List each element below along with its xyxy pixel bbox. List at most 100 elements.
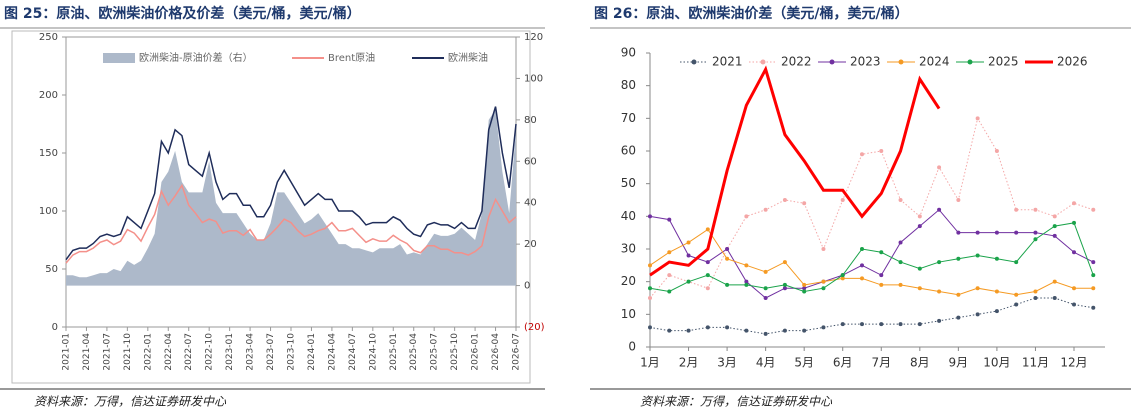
price-line (65, 183, 517, 264)
year-line (649, 209, 1094, 299)
year-marker (937, 289, 942, 294)
year-marker (975, 253, 980, 258)
legend-label: 2022 (781, 55, 812, 69)
y2-tick-label: 120 (524, 32, 543, 43)
year-marker (821, 325, 826, 330)
year-marker (705, 286, 710, 291)
year-marker (686, 328, 691, 333)
legend-label: 2024 (919, 55, 950, 69)
year-marker (763, 296, 768, 300)
x-tick-label: 2021-10 (123, 333, 133, 371)
year-marker (705, 273, 710, 278)
y-tick-label: 50 (45, 264, 58, 275)
y2-tick-label: 40 (524, 198, 537, 209)
x-tick-label: 2026-07 (512, 333, 522, 371)
y-tick-label: 250 (39, 32, 58, 43)
x-tick-label: 2022-07 (184, 333, 194, 371)
year-marker (1072, 220, 1076, 225)
price-line (65, 106, 517, 261)
legend-label: Brent原油 (328, 51, 375, 64)
year-marker (1033, 207, 1038, 212)
x-tick-label: 2024-10 (368, 333, 378, 371)
year-marker (1052, 233, 1057, 238)
year-marker (860, 152, 864, 157)
year-marker (744, 263, 749, 268)
year-marker (1072, 250, 1076, 255)
year-marker (975, 286, 980, 291)
x-tick-label: 2025-01 (389, 333, 399, 371)
x-tick-label: 2024-01 (307, 333, 317, 371)
year-marker (840, 276, 845, 281)
y-tick-label: 10 (621, 307, 636, 321)
year-marker (744, 279, 749, 284)
year-line (649, 117, 1094, 299)
x-tick-label: 2025-10 (450, 333, 460, 371)
year-marker (1091, 305, 1096, 310)
year-marker (898, 282, 903, 287)
spread-area (66, 109, 516, 286)
x-tick-label: 2025-04 (409, 333, 419, 371)
year-marker (782, 198, 787, 202)
year-marker (956, 315, 961, 320)
year-marker (994, 289, 999, 294)
year-marker (898, 198, 903, 202)
year-marker (860, 276, 864, 281)
chart-frame (11, 30, 531, 384)
year-marker (879, 149, 884, 153)
year-marker (1072, 286, 1076, 291)
year-marker (1052, 214, 1057, 219)
year-marker (782, 286, 787, 291)
year-marker (648, 214, 652, 219)
y-tick-label: 90 (621, 46, 636, 60)
year-marker (1014, 302, 1019, 307)
year-marker (879, 273, 884, 278)
year-marker (1052, 279, 1057, 284)
year-marker (956, 198, 961, 202)
year-marker (975, 312, 980, 317)
year-marker (879, 282, 884, 287)
year-marker (860, 247, 864, 251)
y-tick-label: 0 (628, 340, 636, 354)
year-marker (667, 328, 672, 333)
legend-marker (967, 59, 973, 65)
legend-label: 2026 (1057, 55, 1088, 69)
year-marker (860, 322, 864, 327)
year-marker (667, 273, 672, 278)
y2-tick-label: 0 (524, 281, 530, 292)
x-tick-label: 2023-01 (225, 333, 235, 371)
x-tick-label: 2024-07 (348, 333, 358, 371)
legend-label: 2021 (712, 55, 743, 69)
year-line (649, 222, 1094, 292)
year-marker (840, 322, 845, 327)
year-line (649, 297, 1094, 335)
year-marker (994, 309, 999, 314)
year-marker (879, 322, 884, 327)
x-tick-label: 10月 (983, 356, 1010, 370)
year-marker (1091, 207, 1096, 212)
year-marker (648, 296, 652, 300)
chart-title: 图 25：原油、欧洲柴油价格及价差（美元/桶，美元/桶） (4, 5, 361, 22)
year-marker (975, 116, 980, 121)
year-marker (1072, 302, 1076, 307)
year-marker (898, 322, 903, 327)
year-marker (1091, 273, 1096, 278)
x-tick-label: 12月 (1060, 356, 1087, 370)
year-line (649, 65, 941, 277)
year-marker (917, 286, 922, 291)
x-tick-label: 2月 (679, 356, 699, 370)
x-tick-label: 11月 (1022, 356, 1049, 370)
legend-swatch (103, 53, 135, 63)
y2-tick-label: 80 (524, 115, 537, 126)
year-marker (917, 322, 922, 327)
year-marker (648, 263, 652, 268)
year-marker (686, 253, 691, 258)
year-marker (705, 325, 710, 330)
year-marker (802, 289, 807, 294)
year-marker (840, 198, 845, 202)
y-tick-label: 200 (39, 90, 58, 101)
year-marker (1072, 201, 1076, 206)
year-marker (937, 207, 942, 212)
year-marker (802, 201, 807, 206)
x-tick-label: 2021-01 (62, 333, 72, 371)
y-tick-label: 40 (621, 209, 636, 223)
